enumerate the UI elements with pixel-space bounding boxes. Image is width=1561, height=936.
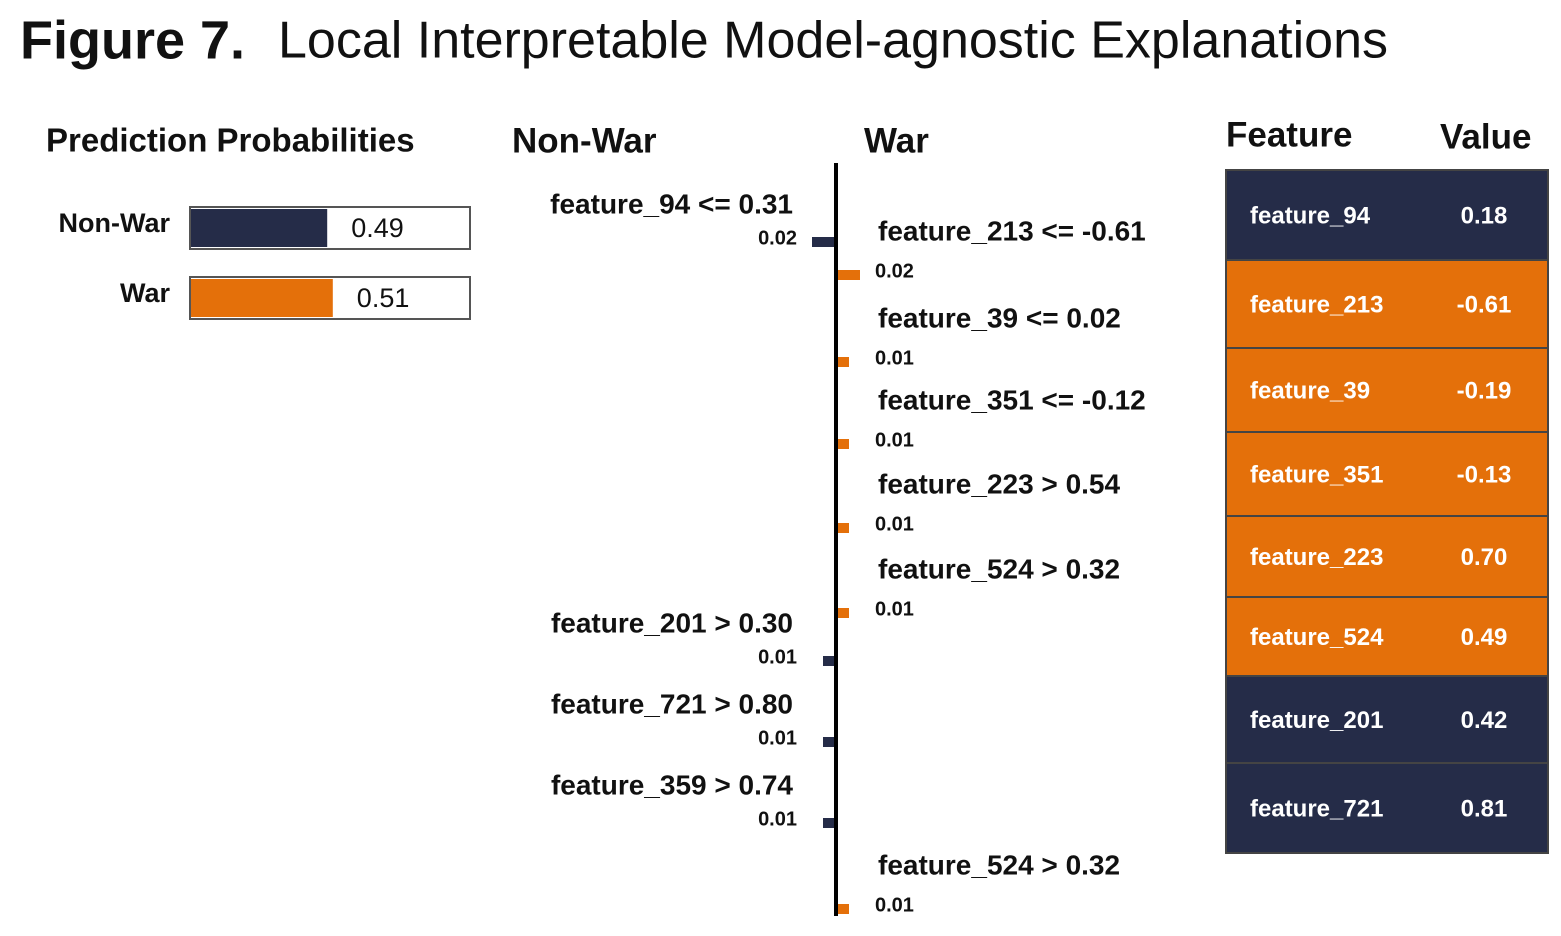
feature-label: feature_524 > 0.32 (878, 849, 1120, 880)
probability-label: 0.51 (357, 283, 410, 313)
figure-label: Figure 7. (20, 10, 245, 70)
figure-title: Local Interpretable Model-agnostic Expla… (278, 12, 1388, 70)
weight-bar (838, 904, 849, 914)
weight-bar (838, 608, 849, 618)
table-row (1225, 515, 1549, 598)
table-cell: feature_721 (1250, 795, 1383, 822)
feature-weight: 0.01 (758, 646, 797, 668)
weight-bar (823, 737, 834, 747)
weight-bar (812, 237, 834, 247)
table-row (1225, 259, 1549, 349)
probability-label: 0.49 (351, 213, 404, 243)
feature-label: feature_351 <= -0.12 (878, 384, 1146, 415)
feature-weight: 0.02 (758, 227, 797, 249)
class-header: Non-War (512, 121, 657, 160)
table-row (1225, 347, 1549, 433)
feature-weight: 0.02 (875, 260, 914, 282)
feature-label: feature_213 <= -0.61 (878, 215, 1146, 246)
table-cell: 0.42 (1461, 707, 1508, 734)
table-cell: feature_213 (1250, 291, 1383, 318)
panel-title: Prediction Probabilities (46, 122, 415, 159)
class-label: Non-War (59, 208, 171, 238)
table-cell: 0.18 (1461, 202, 1508, 229)
table-cell: feature_524 (1250, 624, 1384, 651)
table-cell: feature_201 (1250, 707, 1383, 734)
weight-bar (838, 439, 849, 449)
feature-weight: 0.01 (875, 429, 914, 451)
table-row (1225, 431, 1549, 517)
probability-bar (191, 209, 328, 247)
table-cell: feature_223 (1250, 544, 1383, 571)
table-cell: feature_351 (1250, 461, 1383, 488)
feature-weight: 0.01 (758, 808, 797, 830)
probability-bar (191, 279, 333, 317)
feature-label: feature_223 > 0.54 (878, 468, 1120, 499)
table-row (1225, 596, 1549, 677)
class-label: War (120, 278, 170, 308)
feature-weight: 0.01 (758, 727, 797, 749)
feature-weight: 0.01 (875, 598, 914, 620)
table-cell: 0.81 (1461, 795, 1508, 822)
table-row (1225, 675, 1549, 764)
weight-bar (838, 357, 849, 367)
feature-label: feature_201 > 0.30 (551, 607, 793, 638)
feature-label: feature_94 <= 0.31 (550, 188, 793, 219)
table-header: Feature (1226, 115, 1352, 154)
feature-label: feature_721 > 0.80 (551, 688, 793, 719)
table-row (1225, 762, 1549, 854)
feature-weight: 0.01 (875, 894, 914, 916)
weight-bar (838, 270, 860, 280)
weight-bar (823, 656, 834, 666)
table-cell: 0.70 (1461, 544, 1508, 571)
table-cell: feature_39 (1250, 377, 1370, 404)
table-header: Value (1440, 117, 1531, 156)
feature-weight: 0.01 (875, 347, 914, 369)
table-cell: feature_94 (1250, 202, 1371, 229)
feature-label: feature_39 <= 0.02 (878, 302, 1121, 333)
feature-label: feature_359 > 0.74 (551, 769, 793, 800)
feature-label: feature_524 > 0.32 (878, 553, 1120, 584)
class-header: War (864, 121, 929, 160)
table-cell: 0.49 (1461, 624, 1508, 651)
table-cell: -0.13 (1457, 461, 1512, 488)
table-cell: -0.19 (1457, 377, 1512, 404)
table-cell: -0.61 (1457, 291, 1512, 318)
feature-weight: 0.01 (875, 513, 914, 535)
weight-bar (838, 523, 849, 533)
weight-bar (823, 818, 834, 828)
